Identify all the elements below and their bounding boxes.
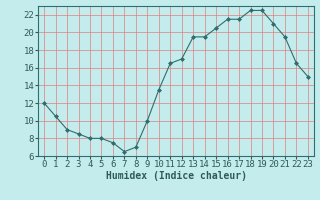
X-axis label: Humidex (Indice chaleur): Humidex (Indice chaleur) [106, 171, 246, 181]
